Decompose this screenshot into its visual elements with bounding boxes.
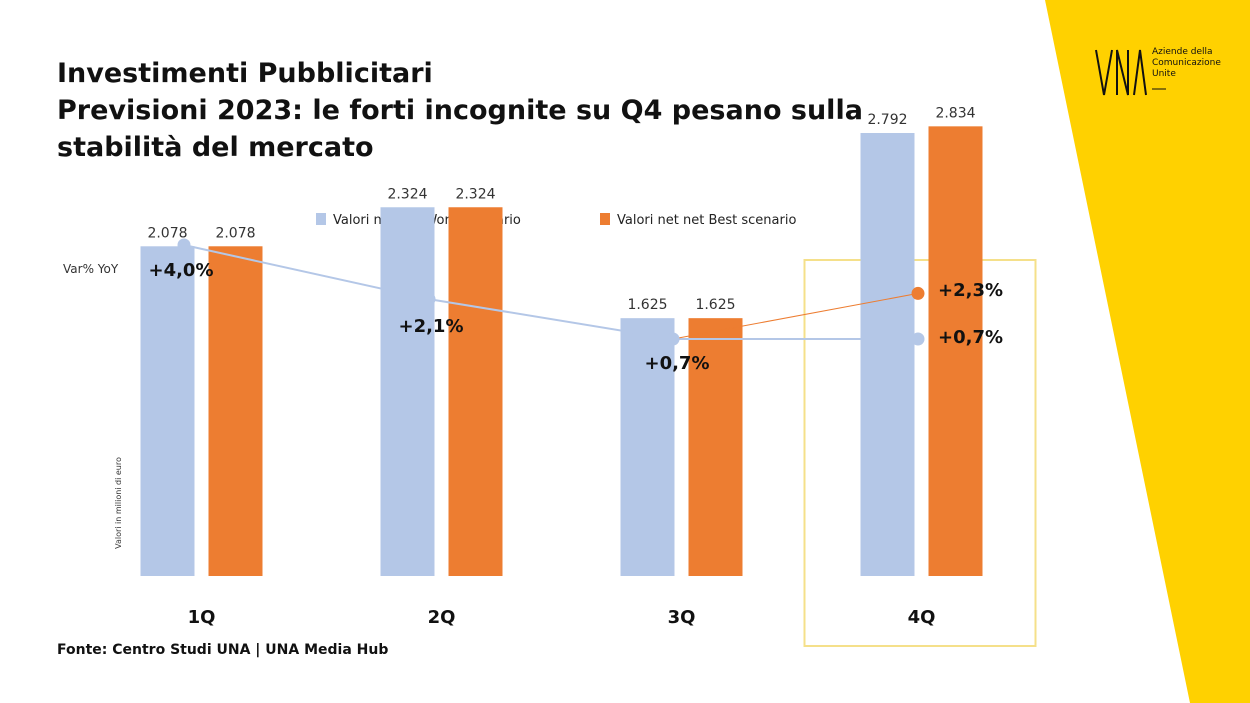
line-point-worst-2q bbox=[422, 292, 436, 306]
line-best-scenario bbox=[672, 292, 919, 340]
bar-2q-worst bbox=[380, 207, 435, 576]
bar-value-label-3q-worst: 1.625 bbox=[627, 297, 667, 313]
highlight-box-4q bbox=[803, 259, 1037, 647]
yellow-band bbox=[1045, 0, 1250, 703]
line-value-label-worst-4q: +0,7% bbox=[938, 327, 1003, 348]
bar-value-label-2q-best: 2.324 bbox=[455, 186, 495, 202]
bar-3q-worst bbox=[620, 318, 675, 576]
legend-swatch-worst bbox=[316, 213, 326, 225]
page-title: Investimenti Pubblicitari Previsioni 202… bbox=[57, 55, 863, 166]
line-point-worst-1q bbox=[177, 238, 191, 252]
bar-4q-best bbox=[928, 126, 983, 576]
legend-label-best: Valori net net Best scenario bbox=[617, 213, 796, 228]
una-wordmark-icon bbox=[1095, 49, 1147, 96]
legend-swatch-best bbox=[600, 213, 610, 225]
line-point-best-4q bbox=[911, 286, 925, 300]
line-value-label-worst-3q: +0,7% bbox=[644, 353, 709, 374]
category-label-3q: 3Q bbox=[668, 607, 696, 628]
logo-line-2: Comunicazione bbox=[1152, 58, 1221, 68]
line-chart-label: Var% YoY bbox=[63, 262, 119, 276]
bar-value-label-1q-worst: 2.078 bbox=[147, 225, 187, 241]
title-line-2: Previsioni 2023: le forti incognite su Q… bbox=[57, 95, 863, 126]
line-point-shared-3q bbox=[666, 332, 680, 346]
bar-value-label-3q-best: 1.625 bbox=[695, 297, 735, 313]
logo-line-3: Unite bbox=[1152, 69, 1176, 79]
line-value-label-best-4q: +2,3% bbox=[938, 280, 1003, 301]
bar-value-label-4q-best: 2.834 bbox=[935, 105, 975, 121]
source-note: Fonte: Centro Studi UNA | UNA Media Hub bbox=[57, 642, 389, 658]
line-value-label-worst-1q: +4,0% bbox=[148, 260, 213, 281]
title-line-3: stabilità del mercato bbox=[57, 132, 374, 163]
category-label-4q: 4Q bbox=[908, 607, 936, 628]
una-logo: Aziende della Comunicazione Unite bbox=[1095, 47, 1221, 96]
bar-3q-best bbox=[688, 318, 743, 576]
bar-value-label-2q-worst: 2.324 bbox=[387, 186, 427, 202]
bar-2q-best bbox=[448, 207, 503, 576]
bar-1q-worst bbox=[140, 246, 195, 577]
bar-value-label-1q-best: 2.078 bbox=[215, 225, 255, 241]
line-worst-scenario bbox=[183, 244, 918, 340]
title-line-1: Investimenti Pubblicitari bbox=[57, 58, 433, 89]
line-point-worst-4q bbox=[911, 332, 925, 346]
line-value-label-worst-2q: +2,1% bbox=[398, 316, 463, 337]
category-label-2q: 2Q bbox=[428, 607, 456, 628]
bar-4q-worst bbox=[860, 133, 915, 576]
y-axis-label: Valori in milioni di euro bbox=[114, 457, 123, 549]
category-label-1q: 1Q bbox=[188, 607, 216, 628]
bar-value-label-4q-worst: 2.792 bbox=[867, 112, 907, 128]
logo-line-1: Aziende della bbox=[1152, 47, 1213, 57]
bar-1q-best bbox=[208, 246, 263, 577]
